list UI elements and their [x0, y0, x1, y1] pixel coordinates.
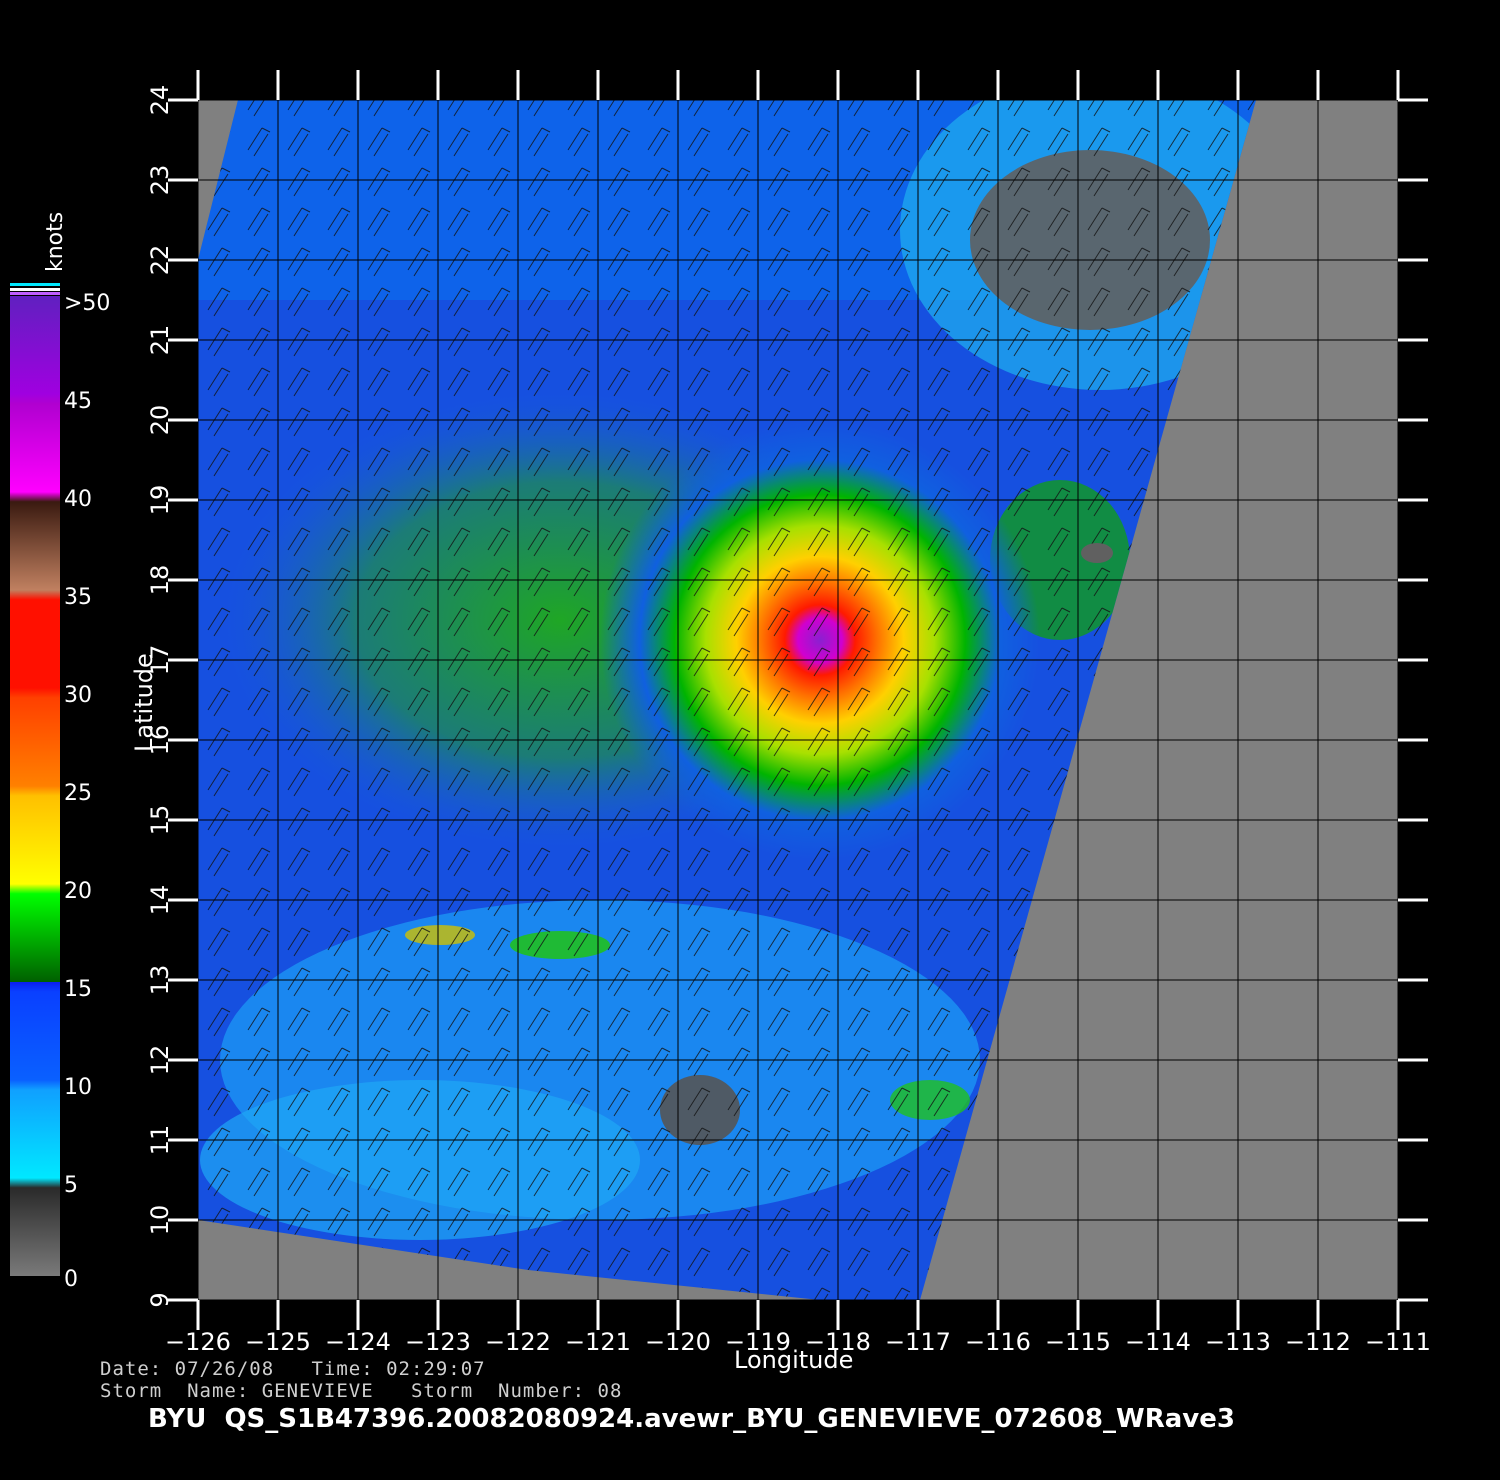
colorbar-label: 0: [64, 1267, 78, 1292]
lon-tick-label: −122: [485, 1328, 551, 1356]
lon-tick-label: −117: [885, 1328, 951, 1356]
lon-tick-label: −114: [1125, 1328, 1191, 1356]
plot-frame: [197, 99, 1399, 1301]
lon-tick-label: −123: [405, 1328, 471, 1356]
lat-tick-label: 11: [146, 1125, 174, 1156]
colorbar-label: 20: [64, 879, 92, 904]
colorbar: knots >50 45 40 35 30 25 20 15 10 5 0: [10, 212, 110, 1292]
colorbar-label: 35: [64, 585, 92, 610]
lon-tick-label: −112: [1285, 1328, 1351, 1356]
lon-tick-label: −119: [725, 1328, 791, 1356]
lat-tick-label: 10: [146, 1205, 174, 1236]
colorbar-label: 25: [64, 781, 92, 806]
y-axis-label: Latitude: [130, 653, 158, 752]
colorbar-label: 10: [64, 1075, 92, 1100]
lat-tick-label: 14: [146, 885, 174, 916]
file-title: BYU QS_S1B47396.20082080924.avewr_BYU_GE…: [148, 1404, 1235, 1434]
colorbar-label: 45: [64, 389, 92, 414]
lon-tick-label: −121: [565, 1328, 631, 1356]
lon-tick-label: −120: [645, 1328, 711, 1356]
colorbar-label: 30: [64, 683, 92, 708]
x-axis-label: Longitude: [734, 1346, 853, 1374]
lon-tick-label: −125: [245, 1328, 311, 1356]
lon-tick-label: −116: [965, 1328, 1031, 1356]
lat-tick-label: 24: [146, 85, 174, 116]
colorbar-unit: knots: [43, 212, 68, 272]
colorbar-label: 15: [64, 977, 92, 1002]
lat-tick-label: 23: [146, 165, 174, 196]
lat-tick-label: 21: [146, 325, 174, 356]
lat-tick-label: 15: [146, 805, 174, 836]
longitude-axis: −126 −125 −124 −123 −122 −121 −120 −119 −118 −117…: [165, 70, 1431, 1356]
lat-tick-label: 13: [146, 965, 174, 996]
lat-lon-grid: [197, 99, 1399, 1301]
lat-tick-label: 12: [146, 1045, 174, 1076]
lat-tick-label: 18: [146, 565, 174, 596]
lat-tick-label: 19: [146, 485, 174, 516]
lon-tick-label: −124: [325, 1328, 391, 1356]
lon-tick-label: −113: [1205, 1328, 1271, 1356]
colorbar-label: 5: [64, 1173, 78, 1198]
lon-tick-label: −115: [1045, 1328, 1111, 1356]
lat-tick-label: 20: [146, 405, 174, 436]
latitude-axis: 9 10 11 12 13 14 15 16 17 18 19 20 21 22 23 24: [146, 85, 1428, 1308]
date-time-line: Date: 07/26/08 Time: 02:29:07: [100, 1358, 486, 1380]
lat-tick-label: 17: [146, 645, 174, 676]
storm-name-line: Storm Name: GENEVIEVE Storm Number: 08: [100, 1380, 623, 1402]
colorbar-label: >50: [64, 291, 110, 316]
lon-tick-label: −126: [165, 1328, 231, 1356]
colorbar-scale: [10, 296, 60, 1276]
lat-tick-label: 22: [146, 245, 174, 276]
lon-tick-label: −118: [805, 1328, 871, 1356]
colorbar-label: 40: [64, 487, 92, 512]
lat-tick-label: 9: [146, 1292, 174, 1307]
lat-tick-label: 16: [146, 725, 174, 756]
lon-tick-label: −111: [1365, 1328, 1431, 1356]
